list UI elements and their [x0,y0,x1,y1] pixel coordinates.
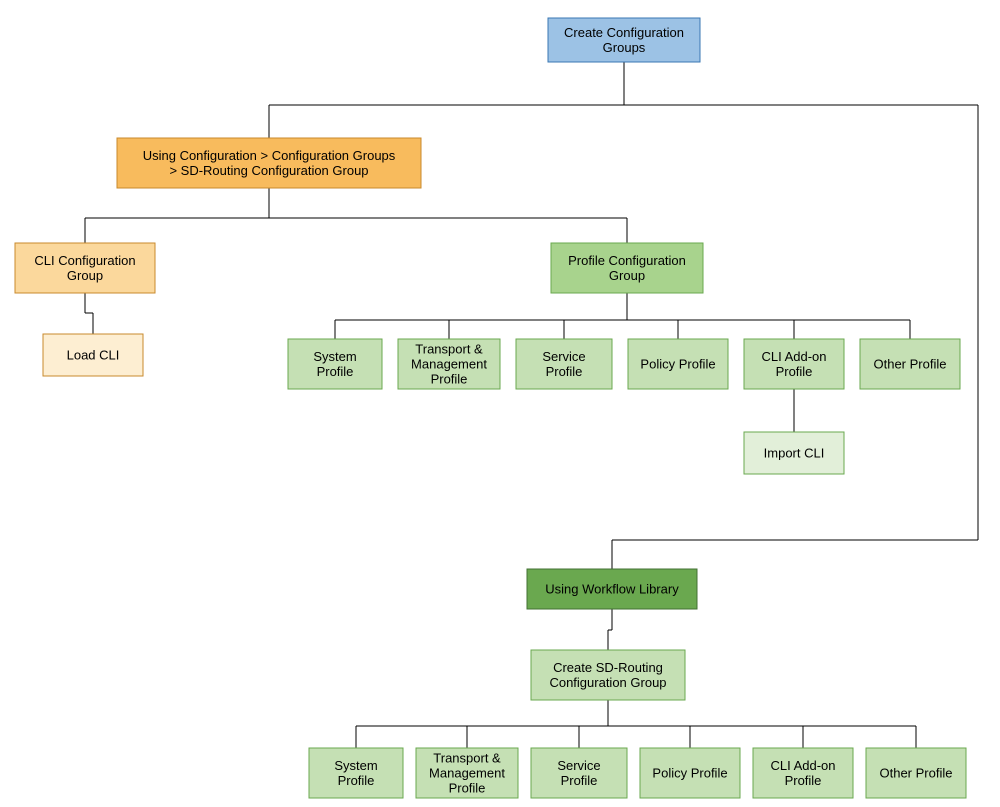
node-w5-label: Profile [785,773,822,788]
node-w2: Transport &ManagementProfile [416,748,518,798]
node-createSD: Create SD-RoutingConfiguration Group [531,650,685,700]
node-p2-label: Management [411,356,487,371]
node-p4-label: Policy Profile [640,356,715,371]
node-p1: SystemProfile [288,339,382,389]
node-loadCli: Load CLI [43,334,143,376]
node-w6: Other Profile [866,748,966,798]
node-cliGroup-label: Group [67,268,103,283]
node-w1: SystemProfile [309,748,403,798]
node-p2-label: Profile [431,371,468,386]
node-root-label: Create Configuration [564,25,684,40]
node-p6: Other Profile [860,339,960,389]
node-w5-label: CLI Add-on [770,758,835,773]
node-workflow-label: Using Workflow Library [545,581,679,596]
node-usingConfig-label: Using Configuration > Configuration Grou… [143,148,396,163]
node-p5: CLI Add-onProfile [744,339,844,389]
node-p3-label: Service [542,349,585,364]
node-w3-label: Profile [561,773,598,788]
node-importCli: Import CLI [744,432,844,474]
node-root: Create ConfigurationGroups [548,18,700,62]
node-w2-label: Transport & [433,750,501,765]
node-p1-label: System [313,349,356,364]
node-loadCli-label: Load CLI [67,347,120,362]
node-p1-label: Profile [317,364,354,379]
node-w4-label: Policy Profile [652,765,727,780]
node-p2-label: Transport & [415,341,483,356]
node-profileGroup-label: Profile Configuration [568,253,686,268]
node-w4: Policy Profile [640,748,740,798]
node-w2-label: Profile [449,780,486,795]
node-profileGroup-label: Group [609,268,645,283]
node-p4: Policy Profile [628,339,728,389]
node-importCli-label: Import CLI [764,445,825,460]
node-p2: Transport &ManagementProfile [398,339,500,389]
node-workflow: Using Workflow Library [527,569,697,609]
node-root-label: Groups [603,40,646,55]
node-p6-label: Other Profile [874,356,947,371]
node-cliGroup: CLI ConfigurationGroup [15,243,155,293]
node-p5-label: Profile [776,364,813,379]
node-w2-label: Management [429,765,505,780]
node-w3: ServiceProfile [531,748,627,798]
node-usingConfig: Using Configuration > Configuration Grou… [117,138,421,188]
node-p3-label: Profile [546,364,583,379]
node-w6-label: Other Profile [880,765,953,780]
node-w3-label: Service [557,758,600,773]
node-cliGroup-label: CLI Configuration [34,253,135,268]
node-createSD-label: Create SD-Routing [553,660,663,675]
node-p3: ServiceProfile [516,339,612,389]
node-usingConfig-label: > SD-Routing Configuration Group [169,163,368,178]
node-profileGroup: Profile ConfigurationGroup [551,243,703,293]
flowchart: Create ConfigurationGroups Using Configur… [0,0,1000,807]
node-createSD-label: Configuration Group [549,675,666,690]
node-w1-label: System [334,758,377,773]
node-w5: CLI Add-onProfile [753,748,853,798]
node-p5-label: CLI Add-on [761,349,826,364]
node-w1-label: Profile [338,773,375,788]
